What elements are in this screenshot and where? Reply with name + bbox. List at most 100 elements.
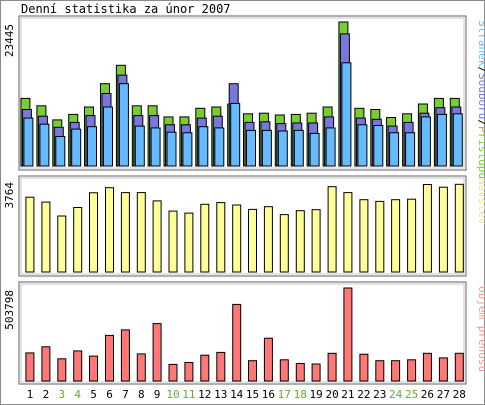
legend-text: / <box>476 66 485 73</box>
x-tick-label: 14 <box>230 388 244 401</box>
x-tick-label: 26 <box>421 388 434 401</box>
bar-Návštěv-26 <box>422 184 432 273</box>
bar-Stránek-22 <box>357 124 368 167</box>
x-tick-label: 23 <box>373 388 386 401</box>
bar-Stránek-1 <box>23 117 34 167</box>
bar-Návštěv-13 <box>216 202 226 273</box>
bar-Objem přenosu-11 <box>184 362 194 382</box>
bar-Objem přenosu-2 <box>41 346 51 382</box>
panel-bottom: 503798 Objem přenosu <box>3 281 485 385</box>
bar-Objem přenosu-6 <box>105 334 114 382</box>
bar-Objem přenosu-24 <box>391 360 401 382</box>
bar-Objem přenosu-4 <box>73 350 83 382</box>
series-legend: Návštěv <box>476 178 485 225</box>
bar-Návštěv-7 <box>120 192 130 273</box>
x-tick-label: 17 <box>278 388 291 401</box>
bar-Návštěv-21 <box>343 192 353 273</box>
y-max-label: 23445 <box>3 24 16 57</box>
bar-Objem přenosu-20 <box>327 352 337 382</box>
bar-Návštěv-14 <box>232 204 242 273</box>
y-max-label: 3764 <box>3 182 16 209</box>
bar-Objem přenosu-9 <box>152 323 162 382</box>
x-tick-label: 22 <box>357 388 370 401</box>
series-legend: Objem přenosu <box>476 286 485 372</box>
x-tick-label: 25 <box>405 388 418 401</box>
legend-text: Objem přenosu <box>476 286 485 372</box>
bar-Objem přenosu-12 <box>200 354 210 382</box>
bar-Objem přenosu-28 <box>454 352 464 382</box>
bar-Objem přenosu-10 <box>168 363 178 382</box>
x-tick-label: 8 <box>138 388 145 401</box>
x-tick-label: 1 <box>27 388 34 401</box>
x-tick-label: 15 <box>246 388 259 401</box>
bar-Objem přenosu-16 <box>263 337 273 382</box>
bar-Stránek-25 <box>405 132 416 167</box>
bar-Návštěv-16 <box>263 206 273 273</box>
bar-Stránek-7 <box>118 83 129 167</box>
bar-Objem přenosu-7 <box>120 329 130 382</box>
bar-Objem přenosu-19 <box>311 363 321 382</box>
bar-Stránek-9 <box>150 127 161 167</box>
bar-Návštěv-10 <box>168 210 178 273</box>
bar-Objem přenosu-3 <box>57 358 67 382</box>
bar-Návštěv-8 <box>136 192 146 273</box>
bar-Stránek-23 <box>373 125 384 167</box>
bar-Návštěv-3 <box>57 215 67 273</box>
legend-text: Přístupů <box>476 126 485 179</box>
bar-Objem přenosu-25 <box>407 359 417 382</box>
x-tick-label: 5 <box>90 388 97 401</box>
bar-Návštěv-28 <box>454 183 464 273</box>
bar-Objem přenosu-13 <box>216 351 226 382</box>
bar-Objem přenosu-8 <box>136 353 146 382</box>
bar-Stránek-6 <box>103 106 113 167</box>
panel-inner-box <box>20 17 465 169</box>
bar-Návštěv-4 <box>73 207 83 273</box>
bar-Stránek-24 <box>389 132 400 167</box>
x-tick-label: 7 <box>122 388 129 401</box>
bar-Objem přenosu-5 <box>89 355 98 382</box>
x-tick-label: 20 <box>325 388 338 401</box>
chart-title: Denní statistika za únor 2007 <box>21 2 231 16</box>
bar-Objem přenosu-22 <box>359 353 369 382</box>
legend-text: / <box>476 119 485 126</box>
bar-Stránek-11 <box>182 132 193 167</box>
bar-Návštěv-11 <box>184 212 194 273</box>
bar-Stránek-18 <box>293 129 304 167</box>
bar-Stránek-3 <box>55 136 66 167</box>
x-tick-label: 6 <box>106 388 113 401</box>
x-axis-labels: 1 2 3 4 5 6 7 8 9 10 11 12 13 14 15 16 17 18 19 20 21 22 23 24 2… <box>27 388 466 401</box>
bar-Stránek-8 <box>134 125 145 167</box>
x-tick-label: 19 <box>309 388 322 401</box>
bar-Objem přenosu-26 <box>422 352 432 382</box>
x-tick-label: 27 <box>437 388 450 401</box>
x-tick-label: 9 <box>154 388 161 401</box>
bar-Objem přenosu-23 <box>375 360 385 382</box>
bar-Návštěv-5 <box>89 192 98 273</box>
bar-Objem přenosu-1 <box>25 352 35 382</box>
bar-Stránek-28 <box>452 113 463 167</box>
bar-Stránek-26 <box>420 116 431 167</box>
legend-text: Návštěv <box>476 178 485 225</box>
legend-text: Stránek <box>476 20 485 67</box>
bar-Stránek-17 <box>277 130 288 167</box>
bar-Objem přenosu-18 <box>295 363 305 382</box>
legend-text: Souborů <box>476 73 485 119</box>
bar-Stránek-20 <box>325 127 336 167</box>
x-tick-label: 18 <box>294 388 307 401</box>
series-legend: Stránek/Souborů/Přístupů <box>476 20 485 179</box>
bar-Návštěv-1 <box>25 196 35 273</box>
x-tick-label: 16 <box>262 388 275 401</box>
bar-Stránek-19 <box>309 132 320 167</box>
bar-Návštěv-12 <box>200 203 210 273</box>
bar-Stránek-4 <box>71 128 82 167</box>
panel-middle: 3764 Návštěv <box>3 175 485 277</box>
bar-Návštěv-18 <box>295 210 305 273</box>
bar-Návštěv-17 <box>279 214 289 273</box>
bar-Objem přenosu-15 <box>248 360 257 382</box>
x-tick-label: 11 <box>182 388 195 401</box>
bar-Stránek-27 <box>436 113 447 167</box>
x-tick-label: 10 <box>166 388 179 401</box>
bar-Návštěv-20 <box>327 186 337 273</box>
bar-Stránek-12 <box>198 126 209 167</box>
